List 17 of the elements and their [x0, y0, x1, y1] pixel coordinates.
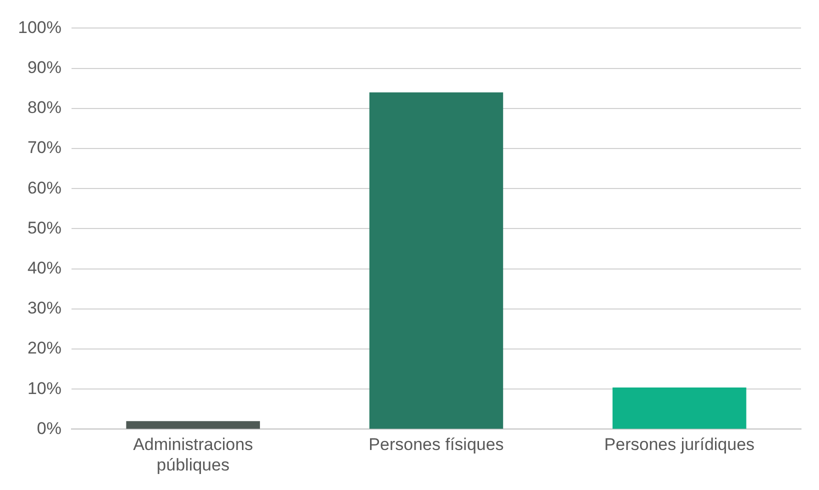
y-tick-label: 100% — [18, 18, 62, 37]
y-tick-label: 20% — [27, 338, 62, 358]
y-tick-label: 30% — [27, 298, 62, 318]
y-tick-label: 80% — [27, 98, 62, 118]
x-tick-label: Persones físiques — [368, 435, 504, 454]
x-tick-label: Persones jurídiques — [604, 435, 755, 454]
y-tick-label: 90% — [27, 58, 62, 77]
y-tick-label: 70% — [27, 138, 62, 158]
y-tick-label: 0% — [36, 418, 62, 438]
bar — [126, 421, 260, 429]
y-tick-label: 40% — [27, 258, 62, 278]
y-tick-label: 10% — [27, 378, 62, 398]
y-tick-label: 60% — [27, 178, 62, 198]
bar — [369, 92, 504, 429]
bar — [612, 387, 746, 429]
x-tick-label: Administracions públiques — [133, 435, 254, 474]
y-tick-label: 50% — [27, 218, 62, 238]
